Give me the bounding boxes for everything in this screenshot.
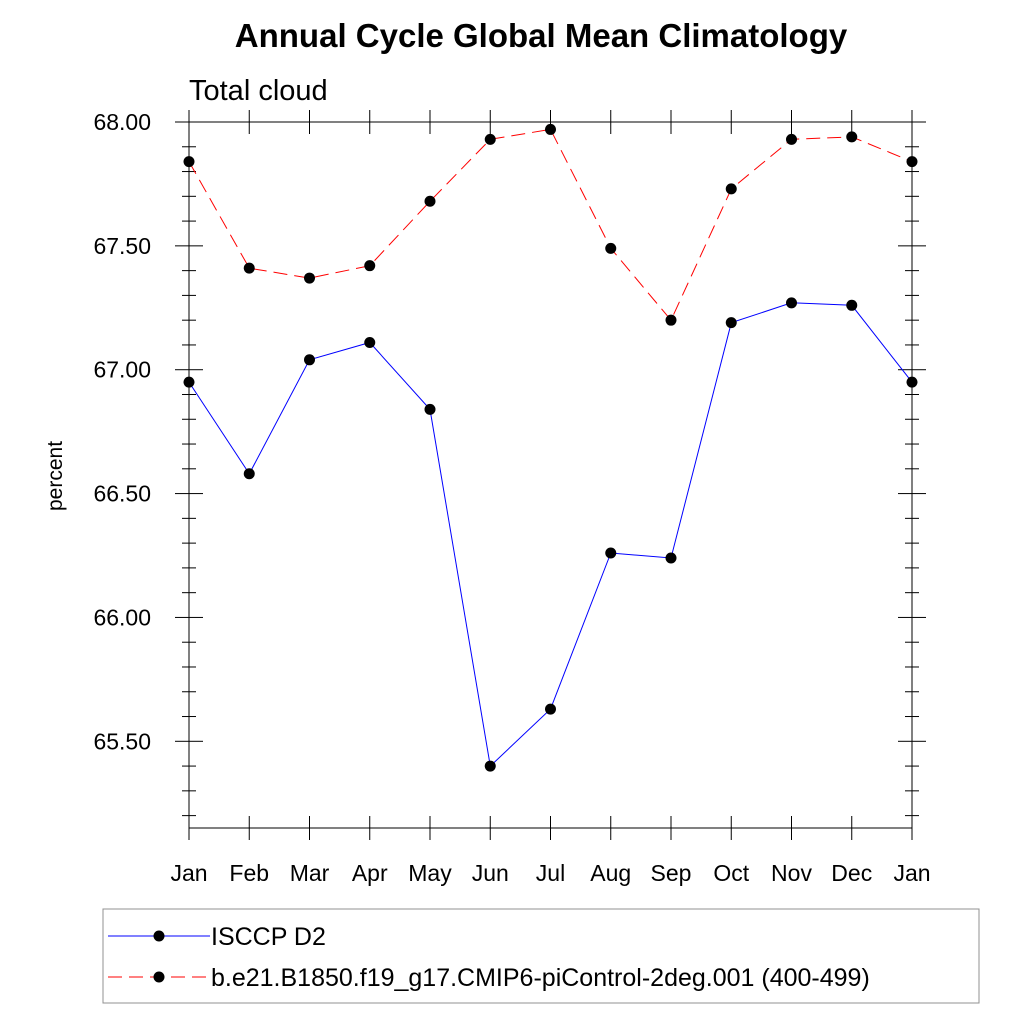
series-1-point bbox=[725, 183, 737, 195]
series-0-point bbox=[364, 336, 376, 348]
legend: ISCCP D2 b.e21.B1850.f19_g17.CMIP6-piCon… bbox=[102, 908, 980, 1004]
y-tick-label: 67.50 bbox=[93, 233, 151, 259]
legend-marker-model bbox=[153, 971, 165, 983]
plot-frame bbox=[188, 121, 913, 829]
series-0-point bbox=[906, 376, 918, 388]
series-1-point bbox=[605, 242, 617, 254]
legend-label-isccp: ISCCP D2 bbox=[211, 923, 326, 951]
x-tick-label: Jun bbox=[472, 860, 509, 886]
series-0-point bbox=[243, 468, 255, 480]
legend-label-model: b.e21.B1850.f19_g17.CMIP6-piControl-2deg… bbox=[211, 964, 870, 992]
y-axis-label: percent bbox=[44, 441, 67, 511]
series-0-point bbox=[846, 299, 858, 311]
series-layer bbox=[183, 123, 918, 772]
series-1-point bbox=[545, 123, 556, 135]
chart-subtitle: Total cloud bbox=[189, 75, 328, 107]
series-0-point bbox=[605, 547, 617, 559]
x-tick-label: Aug bbox=[590, 860, 631, 886]
x-tick-label: Jan bbox=[893, 860, 930, 886]
x-tick-label: Oct bbox=[713, 860, 749, 886]
x-tick-label: Mar bbox=[290, 860, 330, 886]
x-tick-label: Feb bbox=[229, 860, 269, 886]
x-tick-label: Sep bbox=[651, 860, 692, 886]
x-tick-label: Jan bbox=[170, 860, 207, 886]
series-0-point bbox=[665, 552, 677, 564]
x-tick-label: Nov bbox=[771, 860, 812, 886]
x-tick-labels: Jan Feb Mar Apr May Jun Jul Aug Sep Oct Nov Dec Jan bbox=[170, 860, 930, 886]
series-0-point bbox=[545, 703, 556, 715]
series-1-point bbox=[424, 195, 436, 207]
series-1-point bbox=[364, 260, 376, 272]
series-1-point bbox=[243, 262, 255, 274]
series-line-1 bbox=[188, 128, 913, 322]
series-1-point bbox=[786, 133, 797, 145]
series-0-point bbox=[183, 376, 195, 388]
x-tick-label: Dec bbox=[831, 860, 872, 886]
y-tick-label: 66.50 bbox=[93, 481, 151, 507]
series-0-point bbox=[424, 403, 436, 415]
legend-marker-isccp bbox=[153, 930, 165, 942]
series-0-point bbox=[786, 297, 797, 309]
x-tick-label: Apr bbox=[352, 860, 388, 886]
series-1-point bbox=[484, 133, 496, 145]
y-tick-label: 68.00 bbox=[93, 109, 151, 135]
y-tick-label: 67.00 bbox=[93, 357, 151, 383]
legend-box bbox=[102, 908, 980, 1004]
y-tick-label: 65.50 bbox=[93, 728, 151, 754]
y-tick-labels: 65.50 66.00 66.50 67.00 67.50 68.00 bbox=[93, 109, 151, 754]
x-tick-label: Jul bbox=[536, 860, 565, 886]
series-0-point bbox=[725, 317, 737, 329]
series-1-point bbox=[183, 156, 195, 168]
chart-title: Annual Cycle Global Mean Climatology bbox=[235, 17, 848, 54]
series-1-point bbox=[846, 131, 858, 143]
series-line-0 bbox=[188, 302, 913, 768]
series-1-point bbox=[906, 156, 918, 168]
series-1-point bbox=[665, 314, 677, 326]
series-0-point bbox=[484, 760, 496, 772]
series-0-point bbox=[304, 354, 315, 366]
series-1-point bbox=[304, 272, 315, 284]
axis-ticks bbox=[175, 110, 926, 840]
y-tick-label: 66.00 bbox=[93, 604, 151, 630]
x-tick-label: May bbox=[408, 860, 452, 886]
